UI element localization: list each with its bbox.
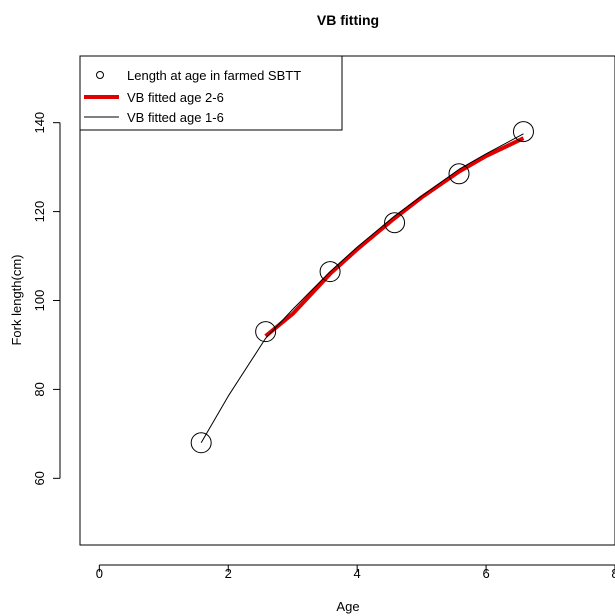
legend-box xyxy=(79,55,343,131)
legend-label-points: Length at age in farmed SBTT xyxy=(127,68,301,83)
data-point xyxy=(255,321,277,343)
y-tick-label: 80 xyxy=(32,382,47,396)
legend-label-vb-1-6: VB fitted age 1-6 xyxy=(127,110,224,125)
y-tick-label: 140 xyxy=(32,112,47,134)
legend: Length at age in farmed SBTT VB fitted a… xyxy=(79,55,343,131)
x-tick-label: 6 xyxy=(482,566,489,581)
data-point xyxy=(190,432,212,454)
x-axis-label: Age xyxy=(336,599,359,614)
x-tick-label: 4 xyxy=(354,566,361,581)
y-axis-label: Fork length(cm) xyxy=(9,254,24,345)
y-tick-label: 60 xyxy=(32,471,47,485)
x-tick-label: 8 xyxy=(611,566,615,581)
data-point xyxy=(448,163,470,185)
legend-circle-icon xyxy=(96,71,104,79)
data-point xyxy=(512,121,534,143)
y-axis: 60 80 100 120 140 xyxy=(32,112,61,486)
vb-fitted-2-6-line xyxy=(264,136,525,338)
vb-fitted-1-6-line xyxy=(200,133,524,444)
data-point xyxy=(384,212,406,234)
plot-frame xyxy=(79,55,615,546)
x-axis: 0 2 4 6 8 xyxy=(96,564,615,581)
data-point xyxy=(319,261,341,283)
y-tick-label: 120 xyxy=(32,201,47,223)
legend-label-vb-2-6: VB fitted age 2-6 xyxy=(127,90,224,105)
series-layer xyxy=(190,121,534,454)
x-tick-label: 0 xyxy=(96,566,103,581)
chart-title: VB fitting xyxy=(317,12,379,28)
x-tick-label: 2 xyxy=(225,566,232,581)
y-tick-label: 100 xyxy=(32,290,47,312)
